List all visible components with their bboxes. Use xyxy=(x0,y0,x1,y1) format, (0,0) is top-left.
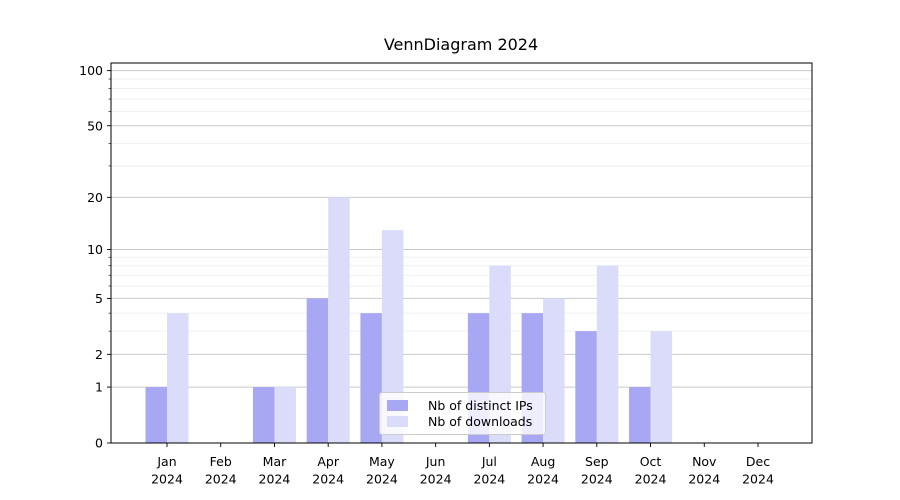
bar-distinct-ips-sep xyxy=(575,331,597,443)
y-tick-label: 5 xyxy=(95,291,103,306)
x-tick-label-year: 2024 xyxy=(420,472,452,487)
chart-title: VennDiagram 2024 xyxy=(383,35,539,54)
y-tick-label: 100 xyxy=(79,63,103,78)
legend-label-distinct-ips: Nb of distinct IPs xyxy=(428,397,533,413)
legend-item-downloads: Nb of downloads xyxy=(387,414,536,431)
bar-downloads-apr xyxy=(328,197,350,443)
bar-downloads-mar xyxy=(274,387,296,443)
x-tick-label-month: Nov xyxy=(692,454,717,469)
x-tick-label-year: 2024 xyxy=(259,472,291,487)
bar-downloads-oct xyxy=(650,331,673,443)
x-tick-label-year: 2024 xyxy=(635,472,667,487)
x-tick-label-month: Apr xyxy=(317,454,339,469)
bar-distinct-ips-may xyxy=(360,313,382,443)
x-tick-label-month: Jan xyxy=(156,454,176,469)
x-tick-label-year: 2024 xyxy=(312,472,344,487)
legend-item-distinct-ips: Nb of distinct IPs xyxy=(387,397,536,414)
y-tick-label: 50 xyxy=(87,118,103,133)
x-tick-label-month: Jul xyxy=(481,454,497,469)
x-tick-label-year: 2024 xyxy=(366,472,398,487)
legend-swatch-distinct-ips xyxy=(387,399,408,411)
x-tick-label-year: 2024 xyxy=(205,472,237,487)
y-tick-label: 2 xyxy=(95,347,103,362)
x-tick-label-year: 2024 xyxy=(151,472,183,487)
bar-distinct-ips-apr xyxy=(306,298,329,443)
x-tick-label-month: Feb xyxy=(210,454,232,469)
x-tick-label-year: 2024 xyxy=(527,472,559,487)
bar-distinct-ips-jan xyxy=(145,387,167,443)
x-tick-label-year: 2024 xyxy=(581,472,613,487)
bar-downloads-jan xyxy=(167,313,189,443)
bar-distinct-ips-oct xyxy=(629,387,651,443)
x-tick-label-month: May xyxy=(369,454,395,469)
y-tick-label: 1 xyxy=(95,380,103,395)
bar-distinct-ips-mar xyxy=(252,387,275,443)
x-tick-label-year: 2024 xyxy=(688,472,720,487)
plot-frame xyxy=(110,62,813,444)
x-tick-label-month: Sep xyxy=(585,454,609,469)
x-tick-label-month: Aug xyxy=(531,454,555,469)
x-tick-label-year: 2024 xyxy=(742,472,774,487)
legend-label-downloads: Nb of downloads xyxy=(428,414,533,430)
x-tick-label-month: Oct xyxy=(640,454,662,469)
legend-swatch-downloads xyxy=(387,416,408,428)
y-tick-label: 0 xyxy=(95,436,103,451)
y-tick-label: 20 xyxy=(87,190,103,205)
x-tick-label-month: Jun xyxy=(425,454,446,469)
x-tick-label-month: Mar xyxy=(263,454,287,469)
y-tick-label: 10 xyxy=(87,242,103,257)
x-tick-label-month: Dec xyxy=(746,454,770,469)
x-tick-label-year: 2024 xyxy=(473,472,505,487)
legend: Nb of distinct IPs Nb of downloads xyxy=(379,392,546,435)
bar-downloads-sep xyxy=(596,265,619,443)
bar-downloads-may xyxy=(381,230,404,443)
bar-downloads-aug xyxy=(543,298,565,443)
